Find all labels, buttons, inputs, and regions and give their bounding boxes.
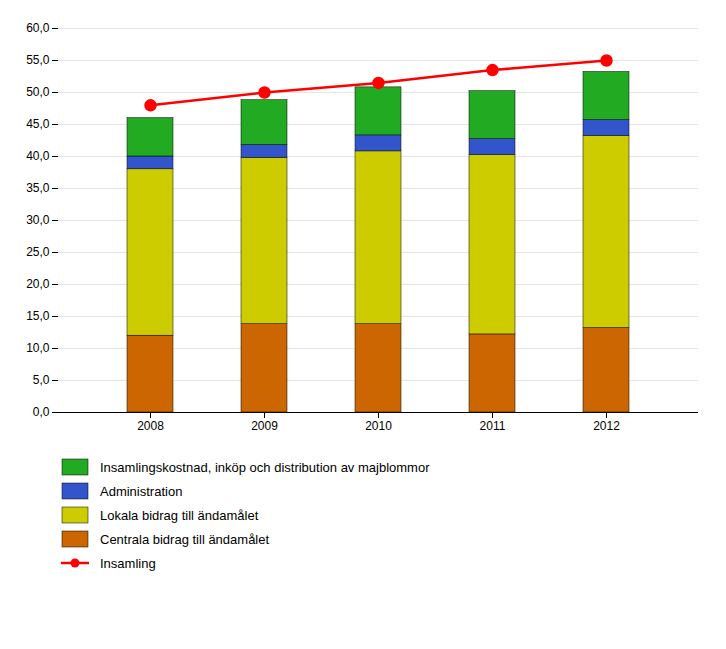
svg-text:50,0: 50,0 bbox=[26, 85, 50, 99]
svg-text:10,0: 10,0 bbox=[26, 341, 50, 355]
svg-text:60,0: 60,0 bbox=[26, 21, 50, 35]
html-text:Insamlingskostnad, inköp och d: Insamlingskostnad, inköp och distributio… bbox=[100, 459, 430, 475]
svg-text:2009: 2009 bbox=[251, 419, 278, 433]
svg-text:25,0: 25,0 bbox=[26, 245, 50, 259]
html-text:Lokala bidrag till ändamålet: Lokala bidrag till ändamålet bbox=[100, 507, 259, 523]
svg-text:30,0: 30,0 bbox=[26, 213, 50, 227]
html-text:Centrala bidrag till ändamålet: Centrala bidrag till ändamålet bbox=[100, 531, 270, 547]
svg-text:55,0: 55,0 bbox=[26, 53, 50, 67]
svg-text:5,0: 5,0 bbox=[33, 373, 50, 387]
svg-text:2010: 2010 bbox=[365, 419, 392, 433]
html-text:Administration: Administration bbox=[100, 483, 183, 499]
svg-text:2008: 2008 bbox=[137, 419, 164, 433]
svg-text:2012: 2012 bbox=[593, 419, 620, 433]
svg-text:15,0: 15,0 bbox=[26, 309, 50, 323]
svg-text:45,0: 45,0 bbox=[26, 117, 50, 131]
svg-text:2011: 2011 bbox=[480, 419, 506, 433]
svg-text:40,0: 40,0 bbox=[26, 149, 50, 163]
svg-text:35,0: 35,0 bbox=[26, 181, 50, 195]
svg-text:20,0: 20,0 bbox=[26, 277, 50, 291]
svg-text:0,0: 0,0 bbox=[33, 405, 50, 419]
html-text:Insamling: Insamling bbox=[100, 555, 156, 571]
